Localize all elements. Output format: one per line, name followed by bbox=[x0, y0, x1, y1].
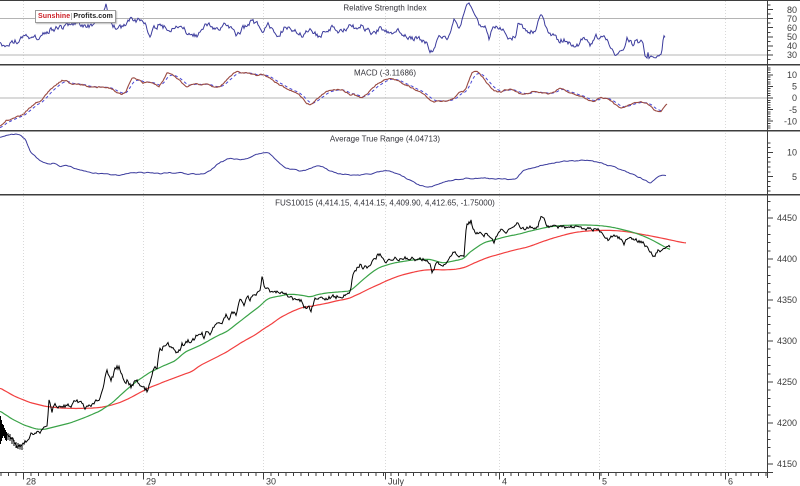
svg-text:70: 70 bbox=[787, 14, 797, 24]
svg-text:4150: 4150 bbox=[777, 459, 797, 469]
svg-text:4350: 4350 bbox=[777, 295, 797, 305]
svg-text:28: 28 bbox=[26, 477, 36, 486]
svg-text:10: 10 bbox=[787, 70, 797, 80]
svg-text:-5: -5 bbox=[789, 105, 797, 115]
svg-text:5: 5 bbox=[602, 477, 607, 486]
svg-text:30: 30 bbox=[787, 50, 797, 60]
svg-text:0: 0 bbox=[792, 93, 797, 103]
svg-text:4300: 4300 bbox=[777, 336, 797, 346]
svg-text:6: 6 bbox=[728, 477, 733, 486]
svg-text:4: 4 bbox=[502, 477, 507, 486]
svg-text:Relative Strength Index: Relative Strength Index bbox=[343, 4, 426, 13]
svg-text:5: 5 bbox=[792, 172, 797, 182]
svg-text:80: 80 bbox=[787, 5, 797, 15]
svg-text:10: 10 bbox=[787, 148, 797, 158]
svg-text:5: 5 bbox=[792, 82, 797, 92]
svg-text:Average True Range (4.04713): Average True Range (4.04713) bbox=[330, 135, 440, 144]
svg-text:40: 40 bbox=[787, 41, 797, 51]
svg-text:4250: 4250 bbox=[777, 377, 797, 387]
svg-text:July: July bbox=[388, 477, 405, 486]
svg-text:29: 29 bbox=[146, 477, 156, 486]
svg-text:30: 30 bbox=[266, 477, 276, 486]
svg-text:4450: 4450 bbox=[777, 213, 797, 223]
svg-text:FUS10015 (4,414.15, 4,414.15,: FUS10015 (4,414.15, 4,414.15, 4,409.90, … bbox=[275, 199, 495, 208]
svg-text:MACD (-3.11686): MACD (-3.11686) bbox=[354, 69, 416, 78]
svg-text:50: 50 bbox=[787, 32, 797, 42]
svg-text:4400: 4400 bbox=[777, 254, 797, 264]
svg-text:4200: 4200 bbox=[777, 418, 797, 428]
svg-text:60: 60 bbox=[787, 23, 797, 33]
svg-text:-10: -10 bbox=[784, 116, 797, 126]
